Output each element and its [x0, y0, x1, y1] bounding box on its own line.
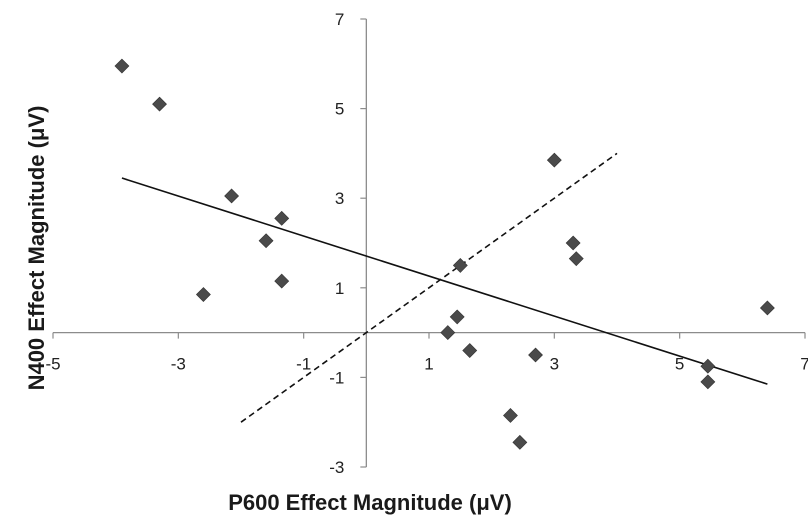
data-point: [512, 434, 528, 450]
y-tick-labels: -3 -1 1 3 5 7: [329, 10, 367, 477]
data-point: [274, 210, 290, 226]
y-tick-label: 3: [335, 189, 344, 208]
data-point: [224, 188, 240, 204]
y-tick-label: 7: [335, 10, 344, 29]
data-point: [449, 309, 465, 325]
x-tick-label: -1: [296, 355, 311, 374]
data-point: [759, 300, 775, 316]
data-point: [258, 233, 274, 249]
x-tick-label: 7: [800, 355, 808, 374]
x-tick-label: -3: [171, 355, 186, 374]
solid-trend-line: [121, 177, 768, 385]
y-tick-label: 1: [335, 279, 344, 298]
x-tick-label: 3: [550, 355, 559, 374]
axes: [53, 19, 805, 467]
data-point: [700, 358, 716, 374]
x-tick-label: 5: [675, 355, 684, 374]
data-point: [114, 58, 130, 74]
data-point: [440, 325, 456, 341]
data-point: [700, 374, 716, 390]
x-axis-title: P600 Effect Magnitude (μV): [228, 490, 512, 515]
data-point: [528, 347, 543, 363]
data-point: [462, 343, 478, 358]
x-tick-labels: -5 -3 -1 1 3 5 7: [45, 332, 808, 374]
data-point: [152, 96, 167, 112]
data-point: [503, 408, 518, 423]
y-tick-label: -3: [329, 458, 344, 477]
data-point: [565, 235, 581, 251]
data-point: [452, 257, 468, 273]
y-axis-title: N400 Effect Magnitude (μV): [24, 106, 49, 391]
trend-lines: [121, 152, 768, 423]
dashed-trend-line: [240, 152, 618, 423]
data-point: [568, 251, 584, 267]
x-tick-label: -5: [45, 355, 60, 374]
data-point: [546, 152, 562, 168]
data-point: [195, 287, 211, 302]
x-tick-label: 1: [424, 355, 433, 374]
y-tick-label: 5: [335, 100, 344, 119]
y-tick-label: -1: [329, 368, 344, 387]
data-points: [114, 58, 775, 450]
data-point: [274, 273, 290, 289]
